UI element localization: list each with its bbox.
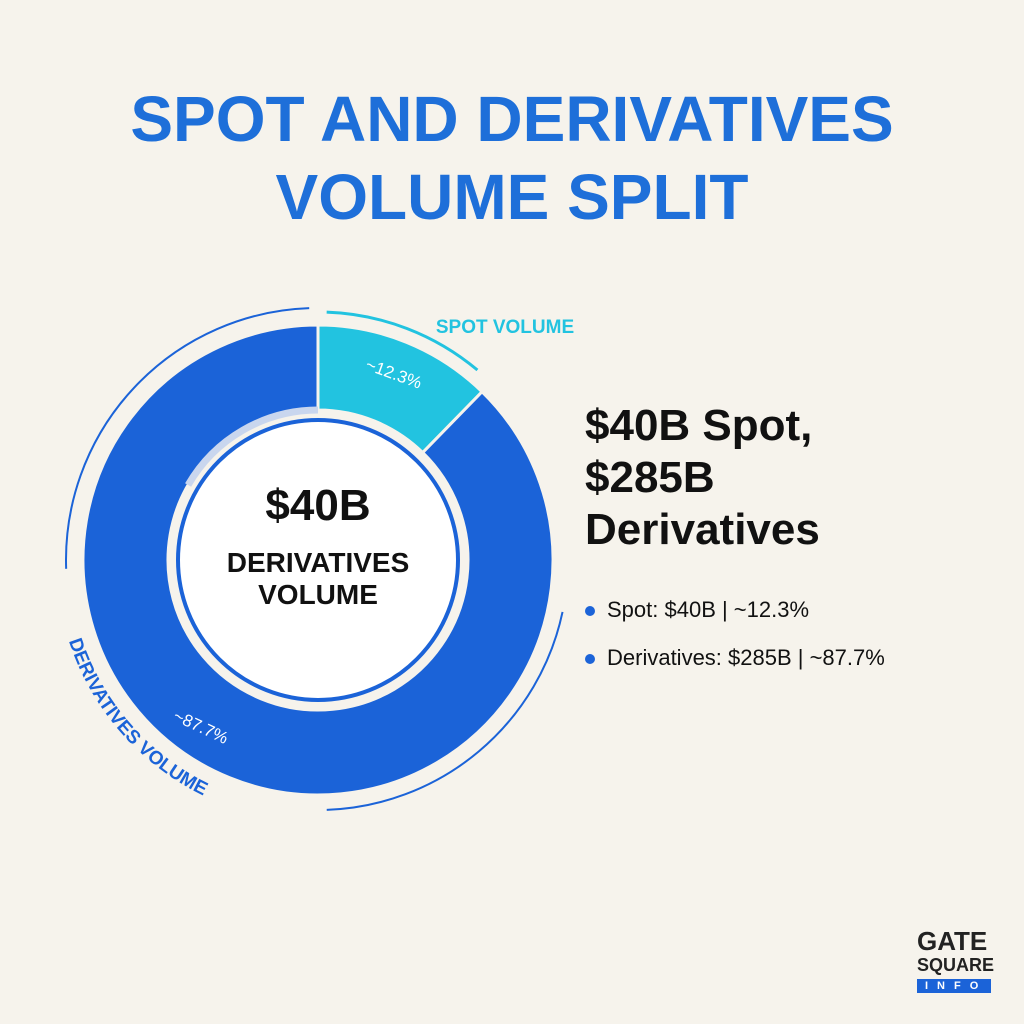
logo-text: INFO	[916, 979, 992, 993]
logo-text: SQUARE	[916, 955, 994, 975]
outer-ring	[65, 307, 310, 569]
center-value: $40B	[265, 481, 370, 530]
legend-entry: Derivatives: $285B | ~87.7%	[585, 645, 885, 671]
logo-text: GATE	[916, 926, 988, 956]
category-label: SPOT VOLUME	[436, 317, 574, 338]
center-label-line: DERIVATIVES	[227, 547, 410, 578]
summary: $40B Spot, $285B Derivatives	[585, 401, 820, 554]
outer-ring	[326, 310, 479, 372]
inner-accent	[185, 406, 319, 487]
outer-ring	[326, 611, 564, 811]
center-label-line: VOLUME	[258, 579, 378, 610]
center-label: DERIVATIVES VOLUME	[227, 547, 410, 610]
legend-entry: Spot: $40B | ~12.3%	[585, 597, 809, 623]
inner-circle	[176, 418, 460, 702]
donut-segment	[81, 323, 555, 797]
logo: GATE SQUARE INFO	[916, 926, 994, 994]
chart-title: SPOT AND DERIVATIVES VOLUME SPLIT	[130, 83, 894, 233]
